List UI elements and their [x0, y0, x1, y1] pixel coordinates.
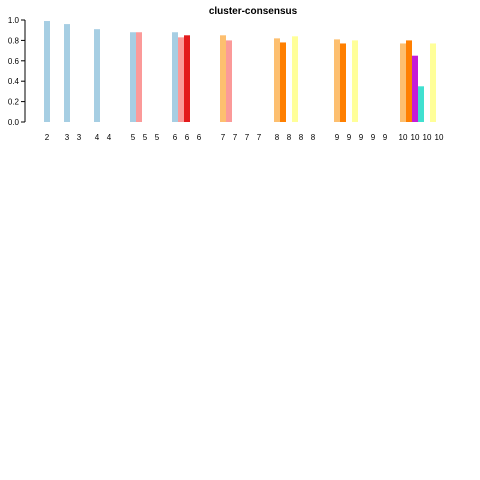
x-tick-label: 9 — [371, 133, 376, 142]
x-tick-label: 10 — [435, 133, 444, 142]
bar-k4-cluster1 — [94, 29, 100, 122]
x-tick-label: 5 — [155, 133, 160, 142]
bar-k10-cluster1 — [400, 43, 406, 122]
bar-k8-cluster4 — [292, 36, 298, 122]
x-tick-label: 5 — [131, 133, 136, 142]
x-tick-label: 10 — [411, 133, 420, 142]
bar-k5-cluster1 — [130, 32, 136, 122]
x-tick-label: 8 — [299, 133, 304, 142]
chart-title: cluster-consensus — [209, 6, 298, 17]
bar-k10-cluster3 — [412, 55, 418, 123]
x-tick-label: 7 — [257, 133, 262, 142]
y-tick-label: 0.6 — [8, 57, 20, 66]
bar-k7-cluster1 — [220, 35, 226, 122]
x-tick-label: 5 — [143, 133, 148, 142]
y-tick-label: 1.0 — [8, 16, 20, 25]
x-tick-label: 6 — [185, 133, 190, 142]
y-tick-label: 0.8 — [8, 36, 20, 45]
x-tick-label: 8 — [311, 133, 316, 142]
bar-k9-cluster4 — [352, 40, 358, 122]
x-tick-label: 9 — [383, 133, 388, 142]
x-tick-label: 9 — [359, 133, 364, 142]
y-tick-label: 0.0 — [8, 118, 20, 127]
bar-k9-cluster2 — [340, 43, 346, 122]
bar-k3-cluster1 — [64, 24, 70, 122]
bar-k2-cluster1 — [44, 21, 50, 122]
bar-k6-cluster1 — [172, 32, 178, 122]
bar-k10-cluster6 — [430, 43, 436, 122]
y-tick-label: 0.4 — [8, 77, 20, 86]
x-tick-label: 4 — [107, 133, 112, 142]
x-tick-label: 8 — [275, 133, 280, 142]
y-axis: 0.0 0.2 0.4 0.6 0.8 1.0 — [8, 16, 26, 127]
x-tick-label: 10 — [399, 133, 408, 142]
x-tick-label: 4 — [95, 133, 100, 142]
x-tick-label: 9 — [335, 133, 340, 142]
x-tick-label: 10 — [423, 133, 432, 142]
x-tick-label: 8 — [287, 133, 292, 142]
x-tick-labels: 2 3 3 4 4 5 5 5 6 6 6 7 7 7 7 8 8 8 8 9 9 9 9 9 10 10 10 10 — [45, 133, 444, 142]
bar-k10-cluster2 — [406, 40, 412, 122]
bar-k9-cluster1 — [334, 39, 340, 122]
bar-k6-cluster2 — [178, 37, 184, 123]
x-tick-label: 7 — [233, 133, 238, 142]
bar-k7-cluster2 — [226, 40, 232, 122]
y-ticks: 0.0 0.2 0.4 0.6 0.8 1.0 — [8, 16, 25, 127]
bar-k6-cluster3 — [184, 35, 190, 122]
x-tick-label: 9 — [347, 133, 352, 142]
bars — [44, 21, 436, 123]
bar-k8-cluster1 — [274, 38, 280, 122]
y-tick-label: 0.2 — [8, 98, 20, 107]
bar-k10-cluster4 — [418, 86, 424, 122]
x-tick-label: 6 — [197, 133, 202, 142]
x-tick-label: 7 — [245, 133, 250, 142]
bar-k8-cluster2 — [280, 42, 286, 122]
x-tick-label: 2 — [45, 133, 50, 142]
x-tick-label: 3 — [77, 133, 82, 142]
x-tick-label: 7 — [221, 133, 226, 142]
bar-k5-cluster2 — [136, 32, 142, 122]
x-tick-label: 3 — [65, 133, 70, 142]
x-tick-label: 6 — [173, 133, 178, 142]
